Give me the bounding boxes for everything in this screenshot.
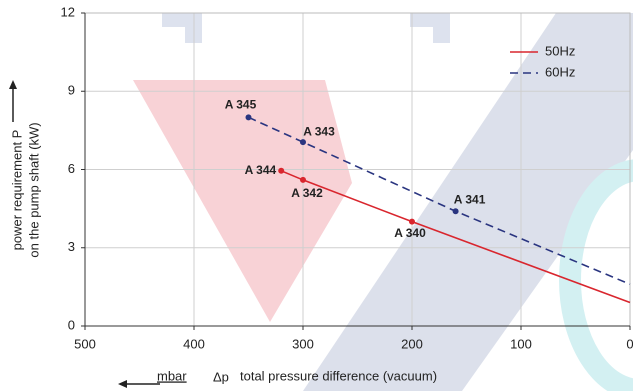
- legend-label: 50Hz: [545, 43, 575, 58]
- y-label-line: on the pump shaft (kW): [26, 122, 41, 257]
- x-tick-label: 0: [626, 336, 633, 351]
- deco-band: [303, 13, 633, 391]
- x-tick-label: 200: [401, 336, 423, 351]
- y-tick-label: 3: [68, 239, 75, 254]
- point: [409, 218, 415, 225]
- x-arrow-head: [118, 380, 127, 388]
- point: [300, 176, 306, 183]
- y-tick-label: 6: [68, 161, 75, 176]
- y-tick-label: 9: [68, 83, 75, 98]
- x-tick-label: 400: [183, 336, 205, 351]
- x-symbol: Δp: [213, 369, 229, 384]
- deco-swirl: [559, 159, 633, 391]
- point: [278, 167, 285, 174]
- y-tick-label: 12: [61, 4, 75, 19]
- deco-block: [433, 13, 450, 43]
- series-line: [248, 116, 631, 286]
- y-label-line: power requirement P: [9, 130, 24, 251]
- y-axis-title: power requirement P on the pump shaft (k…: [9, 122, 41, 257]
- x-tick-label: 500: [74, 336, 96, 351]
- point: [245, 114, 252, 121]
- point-label: A 344: [245, 163, 277, 177]
- point-label: A 343: [303, 124, 335, 138]
- series-line: [280, 170, 631, 304]
- y-arrow-head: [9, 80, 17, 89]
- point-label: A 342: [291, 186, 323, 200]
- y-tick-label: 0: [68, 317, 75, 332]
- x-unit: mbar: [157, 368, 187, 383]
- point-label: A 345: [225, 98, 257, 112]
- legend-label: 60Hz: [545, 64, 575, 79]
- deco-triangle: [133, 80, 352, 322]
- x-axis-title: total pressure difference (vacuum): [240, 368, 437, 383]
- x-tick-label: 300: [292, 336, 314, 351]
- point-label: A 340: [394, 226, 426, 240]
- point: [300, 139, 306, 146]
- point: [452, 208, 459, 215]
- x-tick-label: 100: [510, 336, 532, 351]
- point-label: A 341: [454, 192, 486, 206]
